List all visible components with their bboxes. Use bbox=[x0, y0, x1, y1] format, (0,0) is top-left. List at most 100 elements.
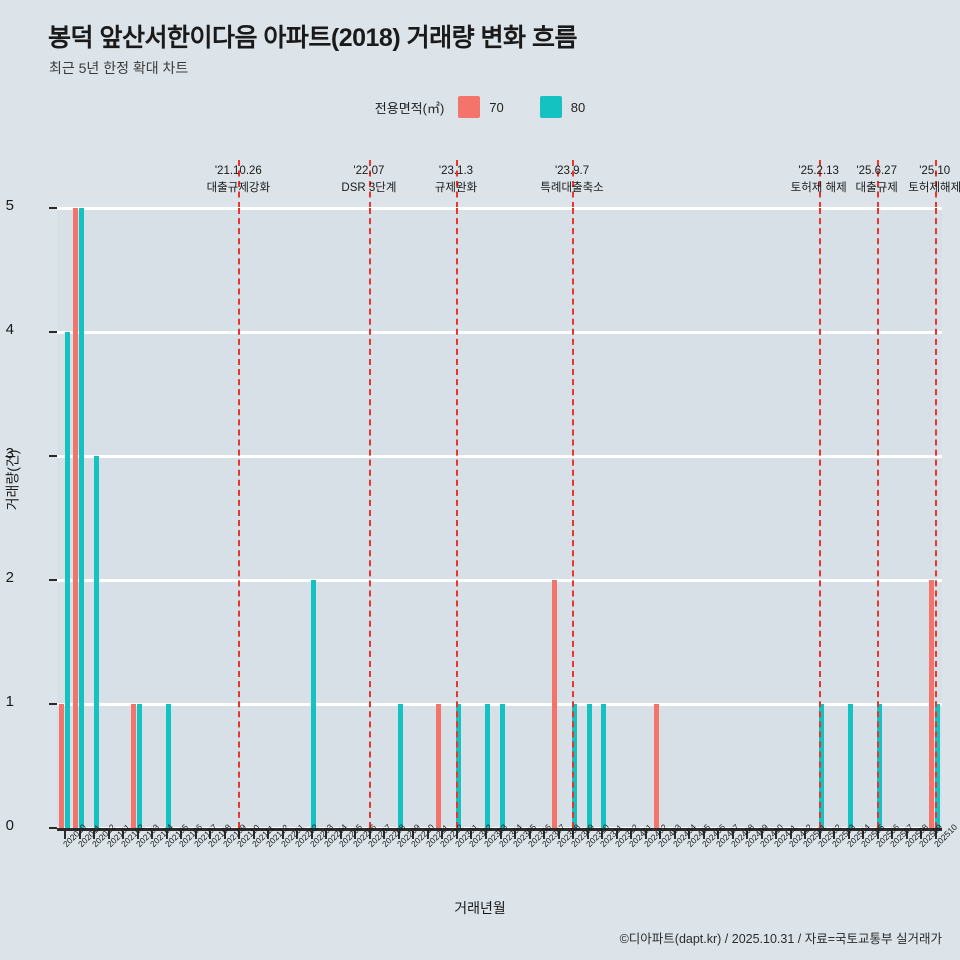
bar[interactable] bbox=[499, 704, 505, 828]
bar[interactable] bbox=[653, 704, 659, 828]
x-tick-mark bbox=[543, 828, 546, 839]
bar[interactable] bbox=[586, 704, 592, 828]
legend-swatch-80 bbox=[539, 96, 562, 118]
event-name: 토허제해제 bbox=[908, 181, 960, 194]
bar[interactable] bbox=[73, 208, 79, 828]
bar[interactable] bbox=[601, 704, 607, 828]
x-tick-mark bbox=[484, 828, 487, 839]
event-date: '22.07 bbox=[353, 165, 385, 177]
event-vline bbox=[934, 208, 937, 828]
event-vline bbox=[572, 208, 575, 828]
bar[interactable] bbox=[137, 704, 143, 828]
event-date: '21.10.26 bbox=[214, 165, 262, 177]
legend-swatch-70 bbox=[458, 96, 481, 118]
x-tick-mark bbox=[209, 828, 212, 839]
event-label: '22.07 DSR 3단계 bbox=[299, 163, 439, 196]
bar[interactable] bbox=[485, 704, 491, 828]
bar[interactable] bbox=[847, 704, 853, 828]
event-label: '23.9.7 특례대출축소 bbox=[502, 163, 642, 196]
x-tick-mark bbox=[630, 828, 633, 839]
x-tick-mark bbox=[397, 828, 400, 839]
bar[interactable] bbox=[572, 704, 578, 828]
bar[interactable] bbox=[929, 580, 935, 828]
x-tick-mark bbox=[64, 828, 67, 839]
x-tick-mark bbox=[789, 828, 792, 839]
x-tick-mark bbox=[151, 828, 154, 839]
x-tick-mark bbox=[180, 828, 183, 839]
x-tick-mark bbox=[267, 828, 270, 839]
x-tick-mark bbox=[107, 828, 110, 839]
bar[interactable] bbox=[552, 580, 558, 828]
event-vline bbox=[455, 208, 458, 828]
x-tick-mark bbox=[223, 828, 226, 839]
event-label: '21.10.26 대출규제강화 bbox=[168, 163, 308, 196]
x-tick-mark bbox=[514, 828, 516, 839]
event-name: 토허제 해제 bbox=[790, 181, 847, 194]
x-tick-mark bbox=[93, 828, 96, 839]
bar[interactable] bbox=[436, 704, 442, 828]
x-tick-mark bbox=[354, 828, 357, 839]
legend-item-70[interactable]: 70 bbox=[458, 96, 504, 118]
y-tick-label: 2 bbox=[5, 569, 14, 586]
x-tick-mark bbox=[122, 828, 125, 839]
event-vline-stub bbox=[368, 160, 371, 208]
bar[interactable] bbox=[79, 208, 85, 828]
bar[interactable] bbox=[935, 704, 941, 828]
y-tick-label: 0 bbox=[5, 817, 14, 834]
gridline bbox=[57, 206, 942, 210]
bar[interactable] bbox=[93, 456, 99, 828]
x-tick-mark bbox=[688, 828, 691, 839]
event-vline-stub bbox=[455, 160, 458, 208]
x-tick-mark bbox=[891, 828, 894, 839]
x-tick-mark bbox=[412, 828, 415, 839]
x-axis-label: 거래년월 bbox=[454, 900, 506, 916]
y-tick-label: 1 bbox=[5, 693, 14, 710]
legend-label-70: 70 bbox=[489, 99, 504, 115]
x-tick-mark bbox=[833, 828, 836, 839]
bar[interactable] bbox=[818, 704, 824, 828]
bar[interactable] bbox=[58, 704, 64, 828]
x-tick-mark bbox=[426, 828, 429, 839]
bar[interactable] bbox=[131, 704, 137, 828]
x-tick-mark bbox=[325, 828, 328, 839]
x-tick-mark bbox=[862, 828, 865, 839]
x-tick-mark bbox=[296, 828, 299, 839]
x-tick-mark bbox=[528, 828, 531, 839]
x-tick-mark bbox=[644, 828, 647, 839]
event-date: '25.2.13 bbox=[798, 165, 839, 177]
event-vline bbox=[876, 208, 879, 828]
event-date: '23.9.7 bbox=[554, 165, 590, 177]
bar[interactable] bbox=[456, 704, 462, 828]
event-name: 규제완화 bbox=[434, 181, 478, 194]
gridline bbox=[57, 330, 942, 334]
x-tick-mark bbox=[760, 828, 763, 839]
x-tick-mark bbox=[252, 828, 255, 839]
event-vline-stub bbox=[934, 160, 937, 208]
x-tick-mark bbox=[470, 828, 473, 839]
bar[interactable] bbox=[166, 704, 172, 828]
x-tick-mark bbox=[876, 828, 879, 839]
bar[interactable] bbox=[398, 704, 404, 828]
bar[interactable] bbox=[877, 704, 882, 828]
y-tick-mark bbox=[49, 703, 57, 705]
event-label: '25.2.13 토허제 해제 bbox=[749, 163, 889, 196]
x-tick-mark bbox=[601, 828, 604, 839]
event-name: 특례대출축소 bbox=[540, 181, 604, 194]
legend-item-80[interactable]: 80 bbox=[539, 96, 585, 118]
chart-credit: ©디아파트(dapt.kr) / 2025.10.31 / 자료=국토교통부 실… bbox=[619, 932, 942, 946]
x-tick-mark bbox=[731, 828, 734, 839]
bar[interactable] bbox=[64, 332, 70, 828]
x-tick-mark bbox=[557, 828, 560, 839]
x-tick-mark bbox=[673, 828, 676, 839]
x-tick-mark bbox=[310, 828, 313, 839]
y-tick-mark bbox=[49, 455, 57, 457]
chart-legend: 전용면적(㎡) 70 80 bbox=[0, 96, 960, 118]
event-date: '25.6.27 bbox=[856, 165, 897, 177]
event-vline bbox=[818, 208, 821, 828]
event-name: DSR 3단계 bbox=[341, 181, 397, 194]
x-tick-mark bbox=[136, 828, 139, 839]
bar[interactable] bbox=[311, 580, 317, 828]
x-tick-mark bbox=[934, 828, 937, 839]
y-tick-label: 4 bbox=[5, 321, 14, 338]
